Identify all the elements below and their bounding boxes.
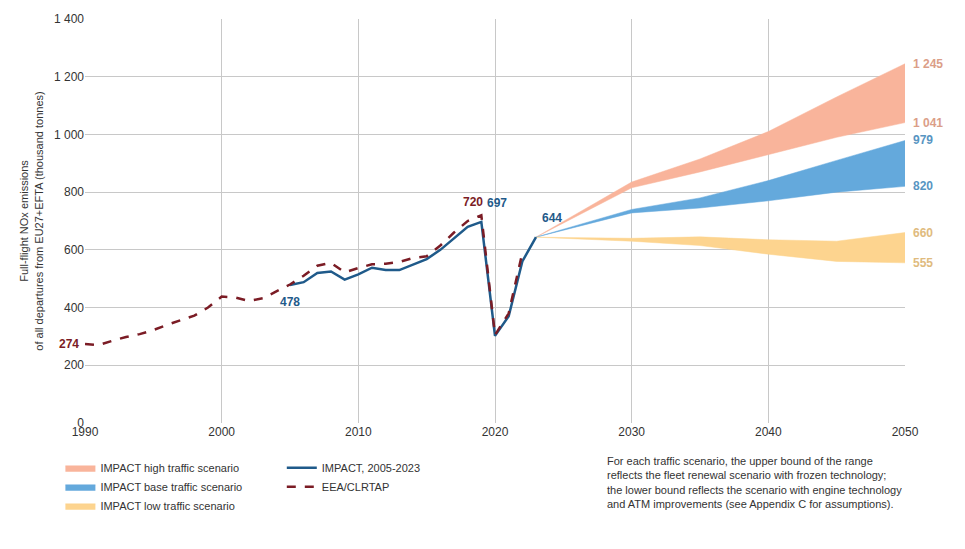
- svg-text:2050: 2050: [892, 425, 919, 439]
- svg-text:720: 720: [463, 195, 483, 209]
- svg-text:478: 478: [280, 295, 300, 309]
- svg-text:2020: 2020: [482, 425, 509, 439]
- svg-text:1 041: 1 041: [913, 116, 943, 130]
- svg-text:For each traffic scenario, the: For each traffic scenario, the upper bou…: [607, 455, 902, 510]
- svg-text:1 000: 1 000: [54, 128, 84, 142]
- svg-text:2010: 2010: [345, 425, 372, 439]
- svg-text:644: 644: [542, 211, 562, 225]
- svg-text:697: 697: [487, 196, 507, 210]
- svg-text:1990: 1990: [72, 425, 99, 439]
- svg-text:820: 820: [913, 179, 933, 193]
- svg-text:2030: 2030: [618, 425, 645, 439]
- svg-text:EEA/CLRTAP: EEA/CLRTAP: [322, 481, 389, 493]
- svg-text:200: 200: [64, 358, 84, 372]
- svg-text:1 245: 1 245: [913, 57, 943, 71]
- svg-text:IMPACT low traffic scenario: IMPACT low traffic scenario: [100, 500, 235, 512]
- svg-text:1 400: 1 400: [54, 12, 84, 26]
- svg-text:400: 400: [64, 301, 84, 315]
- svg-text:274: 274: [59, 337, 79, 351]
- svg-text:660: 660: [913, 226, 933, 240]
- svg-text:800: 800: [64, 185, 84, 199]
- svg-text:IMPACT base traffic scenario: IMPACT base traffic scenario: [100, 481, 242, 493]
- svg-text:555: 555: [913, 256, 933, 270]
- svg-text:IMPACT high traffic scenario: IMPACT high traffic scenario: [100, 462, 239, 474]
- svg-text:979: 979: [913, 133, 933, 147]
- svg-text:0: 0: [77, 416, 84, 430]
- svg-text:IMPACT, 2005-2023: IMPACT, 2005-2023: [322, 462, 420, 474]
- svg-text:600: 600: [64, 243, 84, 257]
- svg-text:1 200: 1 200: [54, 70, 84, 84]
- svg-text:2000: 2000: [208, 425, 235, 439]
- svg-text:Full-flight NOx emissionsof al: Full-flight NOx emissionsof all departur…: [18, 91, 44, 350]
- svg-text:2040: 2040: [755, 425, 782, 439]
